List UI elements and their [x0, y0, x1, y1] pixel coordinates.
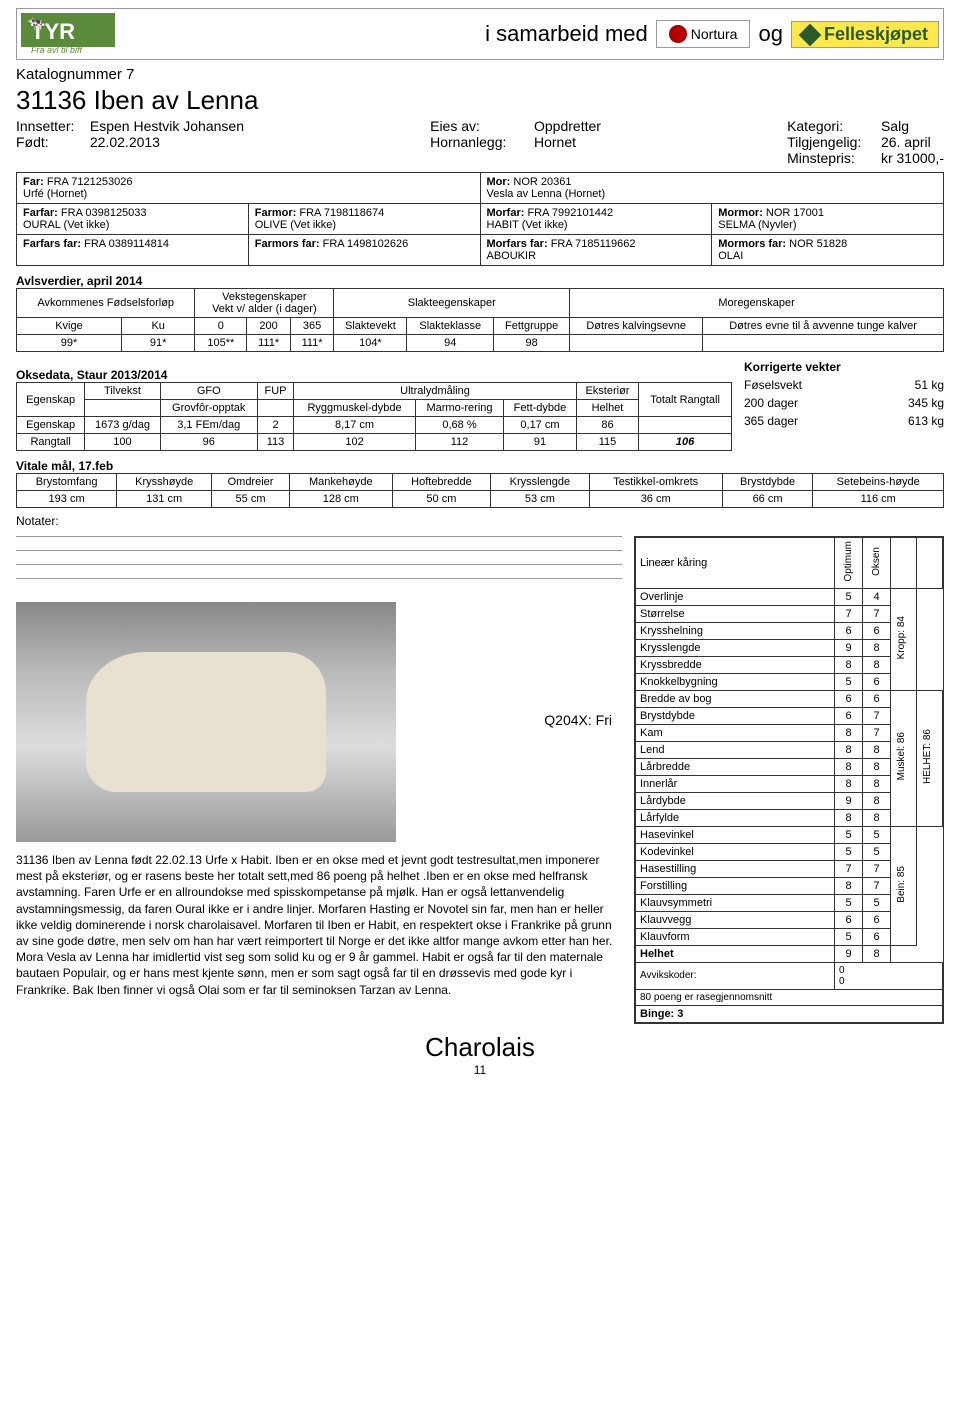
vitale-col: Krysslengde — [491, 474, 589, 491]
ped-far: Far: FRA 7121253026Urfé (Hornet) — [17, 173, 480, 203]
note-line — [16, 578, 622, 592]
vitale-table: BrystomfangKrysshøydeOmdreierMankehøydeH… — [16, 473, 944, 508]
vitale-col: Omdreier — [212, 474, 290, 491]
catalog-number: Katalognummer 7 — [16, 66, 944, 83]
notes-label: Notater: — [16, 514, 944, 528]
bull-name: 31136 Iben av Lenna — [16, 85, 944, 116]
breed-name: Charolais — [16, 1032, 944, 1063]
vitale-val: 53 cm — [491, 491, 589, 508]
bull-description: 31136 Iben av Lenna født 22.02.13 Urfe x… — [16, 852, 622, 998]
top-partner-bar: 🐄TYR Fra avl til biff i samarbeid med No… — [16, 8, 944, 60]
linear-group-muskel: Muskel: 86 — [891, 690, 917, 826]
linear-group-kropp: Kropp: 84 — [891, 588, 917, 690]
bull-silhouette-icon — [86, 652, 326, 792]
photo-caption: Q204X: Fri — [544, 712, 612, 728]
ped-farmors-far: Farmors far: FRA 1498102626 — [248, 235, 480, 265]
vitale-col: Testikkel-omkrets — [589, 474, 722, 491]
vitale-col: Mankehøyde — [289, 474, 392, 491]
avlsverdier-table: Avkommenes Fødselsforløp Vekstegenskaper… — [16, 288, 944, 352]
vitale-val: 193 cm — [17, 491, 117, 508]
note-line — [16, 550, 622, 564]
ped-mormors-far: Mormors far: NOR 51828OLAI — [711, 235, 943, 265]
innsetter-value: Espen Hestvik Johansen — [90, 118, 244, 134]
minstepris-value: kr 31000,- — [881, 150, 944, 166]
info-right: Kategori: Salg Tilgjengelig: 26. april M… — [787, 118, 944, 166]
vitale-val: 131 cm — [117, 491, 212, 508]
fodt-value: 22.02.2013 — [90, 134, 160, 150]
linear-footnote: 80 poeng er rasegjennomsnitt — [636, 989, 943, 1005]
ped-farfars-far: Farfars far: FRA 0389114814 — [17, 235, 248, 265]
vitale-val: 50 cm — [392, 491, 490, 508]
collab-text: i samarbeid med — [485, 21, 648, 47]
vitale-val: 128 cm — [289, 491, 392, 508]
vitale-val: 36 cm — [589, 491, 722, 508]
linear-group-helhet: HELHET: 86 — [917, 690, 943, 826]
pedigree-table: Far: FRA 7121253026Urfé (Hornet) Mor: NO… — [16, 172, 944, 266]
note-line — [16, 564, 622, 578]
eies-value: Oppdretter — [534, 118, 601, 134]
tilgjengelig-value: 26. april — [881, 134, 931, 150]
vitale-title: Vitale mål, 17.feb — [16, 459, 944, 473]
page-number: 11 — [16, 1063, 944, 1077]
vitale-col: Setebeins-høyde — [813, 474, 944, 491]
note-line — [16, 536, 622, 550]
cow-icon: 🐄 — [27, 15, 44, 32]
linear-row: Bredde av bog66Muskel: 86HELHET: 86 — [636, 690, 943, 707]
avlsverdier-title: Avlsverdier, april 2014 — [16, 274, 944, 288]
ped-mor: Mor: NOR 20361Vesla av Lenna (Hornet) — [480, 173, 944, 203]
oksedata-title: Oksedata, Staur 2013/2014 — [16, 368, 732, 382]
hornanlegg-value: Hornet — [534, 134, 576, 150]
partner-nortura: Nortura — [656, 20, 751, 48]
info-mid: Eies av: Oppdretter Hornanlegg: Hornet — [430, 118, 601, 166]
ped-farmor: Farmor: FRA 7198118674OLIVE (Vet ikke) — [248, 204, 480, 234]
ped-mormor: Mormor: NOR 17001SELMA (Nyvler) — [711, 204, 943, 234]
col-optimum: Optimum — [842, 540, 855, 583]
partner-felleskjopet: Felleskjøpet — [791, 21, 939, 48]
tyr-logo-block: 🐄TYR Fra avl til biff — [21, 13, 115, 55]
vitale-val: 55 cm — [212, 491, 290, 508]
ped-morfar: Morfar: FRA 7992101442HABIT (Vet ikke) — [480, 204, 712, 234]
okse-row-egenskap: Egenskap 1673 g/dag 3,1 FEm/dag 2 8,17 c… — [17, 417, 732, 434]
okse-row-rangtall: Rangtall 100 96 113 102 112 91 115 106 — [17, 434, 732, 451]
oksedata-table: Egenskap Tilvekst GFO FUP Ultralydmåling… — [16, 382, 732, 451]
vitale-col: Brystdybde — [722, 474, 813, 491]
ped-farfar: Farfar: FRA 0398125033OURAL (Vet ikke) — [17, 204, 248, 234]
info-left: Innsetter: Espen Hestvik Johansen Født: … — [16, 118, 244, 166]
og-text: og — [758, 21, 782, 47]
linear-row: Overlinje54Kropp: 84 — [636, 588, 943, 605]
linear-row: Helhet98 — [636, 945, 943, 962]
col-oksen: Oksen — [870, 546, 883, 577]
linear-row: Hasevinkel55Bein: 85 — [636, 826, 943, 843]
avls-value-row: 99* 91* 105** 111* 111* 104* 94 98 — [17, 335, 944, 352]
vitale-col: Krysshøyde — [117, 474, 212, 491]
binge-number: Binge: 3 — [636, 1005, 943, 1022]
linear-scoring-box: Lineær kåring Optimum Oksen Overlinje54K… — [634, 536, 944, 1024]
ped-morfars-far: Morfars far: FRA 7185119662ABOUKIR — [480, 235, 712, 265]
korrigerte-vekter: Korrigerte vekter Føselsvekt51 kg 200 da… — [744, 360, 944, 451]
vitale-val: 66 cm — [722, 491, 813, 508]
bull-photo — [16, 602, 396, 842]
fk-diamond-icon — [799, 23, 822, 46]
nortura-icon — [669, 25, 687, 43]
kategori-value: Salg — [881, 118, 909, 134]
vitale-val: 116 cm — [813, 491, 944, 508]
linear-group-bein: Bein: 85 — [891, 826, 917, 945]
vitale-col: Brystomfang — [17, 474, 117, 491]
vitale-col: Hoftebredde — [392, 474, 490, 491]
